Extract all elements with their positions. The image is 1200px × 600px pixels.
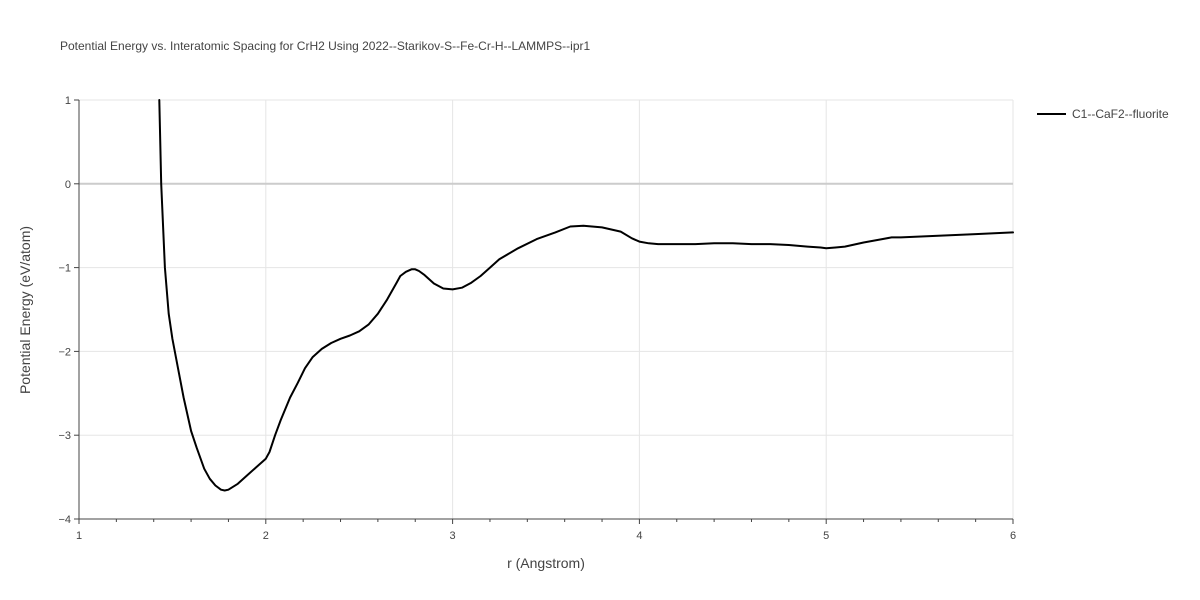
x-tick-label: 3	[450, 530, 456, 542]
chart-title: Potential Energy vs. Interatomic Spacing…	[60, 39, 590, 53]
x-tick-label: 6	[1010, 530, 1016, 542]
x-tick-label: 1	[76, 530, 82, 542]
plot-area	[158, 99, 1014, 492]
y-tick-label: 0	[65, 179, 71, 191]
legend-label: C1--CaF2--fluorite	[1072, 107, 1169, 121]
y-tick-label: 1	[65, 95, 71, 107]
y-axis-label: Potential Energy (eV/atom)	[17, 226, 33, 394]
y-tick-label: −4	[58, 514, 71, 526]
x-axis-label: r (Angstrom)	[507, 555, 585, 571]
y-ticks: 1 0 −1 −2 −3 −4	[58, 95, 79, 526]
x-ticks: 1 2 3 4 5 6	[76, 519, 1016, 542]
series-line	[158, 99, 1014, 492]
y-tick-label: −2	[58, 346, 71, 358]
x-tick-label: 5	[823, 530, 829, 542]
y-tick-label: −1	[58, 263, 71, 275]
legend[interactable]: C1--CaF2--fluorite	[1037, 107, 1169, 121]
grid	[79, 99, 1014, 519]
y-tick-label: −3	[58, 430, 71, 442]
axes	[78, 100, 1013, 520]
x-tick-label: 2	[263, 530, 269, 542]
x-tick-label: 4	[636, 530, 642, 542]
